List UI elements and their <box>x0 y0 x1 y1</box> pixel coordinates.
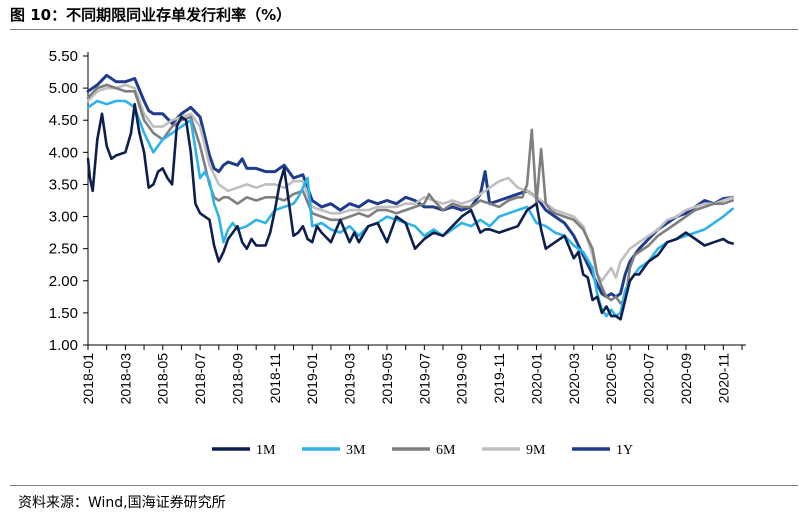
x-tick-label: 2018-03 <box>117 353 133 405</box>
x-tick-label: 2018-11 <box>267 353 283 404</box>
x-tick-label: 2019-11 <box>491 353 507 404</box>
y-tick-label: 5.50 <box>49 48 78 65</box>
series-line-9m <box>86 83 735 283</box>
x-tick-label: 2019-01 <box>304 353 320 405</box>
x-tick-label: 2020-03 <box>566 353 582 405</box>
x-tick-label: 2019-05 <box>379 353 395 405</box>
legend-label-9m: 9M <box>526 443 546 458</box>
legend: 1M 3M 6M 9M 1Y <box>212 443 633 458</box>
x-axis: 2018-01 2018-03 2018-05 2018-07 2018-09 2018-… <box>80 344 746 405</box>
y-tick-label: 3.00 <box>49 209 78 226</box>
legend-label-1y: 1Y <box>616 443 633 458</box>
series-line-1y <box>86 73 735 299</box>
x-tick-label: 2018-05 <box>155 353 171 405</box>
x-tick-label: 2019-07 <box>416 353 432 405</box>
x-tick-label: 2020-05 <box>603 353 619 405</box>
series-layer <box>86 73 735 321</box>
series-line-1m <box>86 102 735 321</box>
x-tick-label: 2018-01 <box>80 353 96 405</box>
x-tick-label: 2020-07 <box>641 353 657 405</box>
page-title: 图 10：不同期限同业存单发行利率（%） <box>10 6 292 24</box>
x-tick-label: 2018-09 <box>229 353 245 405</box>
title-divider <box>10 29 798 30</box>
y-tick-label: 5.00 <box>49 80 78 97</box>
legend-label-6m: 6M <box>436 443 456 458</box>
x-tick-label: 2020-01 <box>528 353 544 405</box>
source-note: 资料来源：Wind,国海证券研究所 <box>18 495 226 511</box>
source-divider <box>10 485 798 486</box>
line-chart: 1.00 1.50 2.00 2.50 3.00 3.50 4.00 4.50 5.00 5.50… <box>49 48 746 458</box>
y-tick-label: 1.50 <box>49 305 78 322</box>
y-tick-label: 1.00 <box>49 337 78 354</box>
y-axis: 1.00 1.50 2.00 2.50 3.00 3.50 4.00 4.50 5.00 5.50 <box>49 48 89 354</box>
x-tick-label: 2020-09 <box>678 353 694 405</box>
x-tick-label: 2019-09 <box>454 353 470 405</box>
x-tick-label: 2018-07 <box>192 353 208 405</box>
y-tick-label: 2.00 <box>49 273 78 290</box>
x-tick-label: 2020-11 <box>715 353 731 404</box>
y-tick-label: 4.00 <box>49 144 78 161</box>
y-tick-label: 2.50 <box>49 241 78 258</box>
legend-label-1m: 1M <box>256 443 276 458</box>
y-tick-label: 4.50 <box>49 112 78 129</box>
legend-label-3m: 3M <box>346 443 366 458</box>
y-tick-label: 3.50 <box>49 176 78 193</box>
x-tick-label: 2019-03 <box>342 353 358 405</box>
